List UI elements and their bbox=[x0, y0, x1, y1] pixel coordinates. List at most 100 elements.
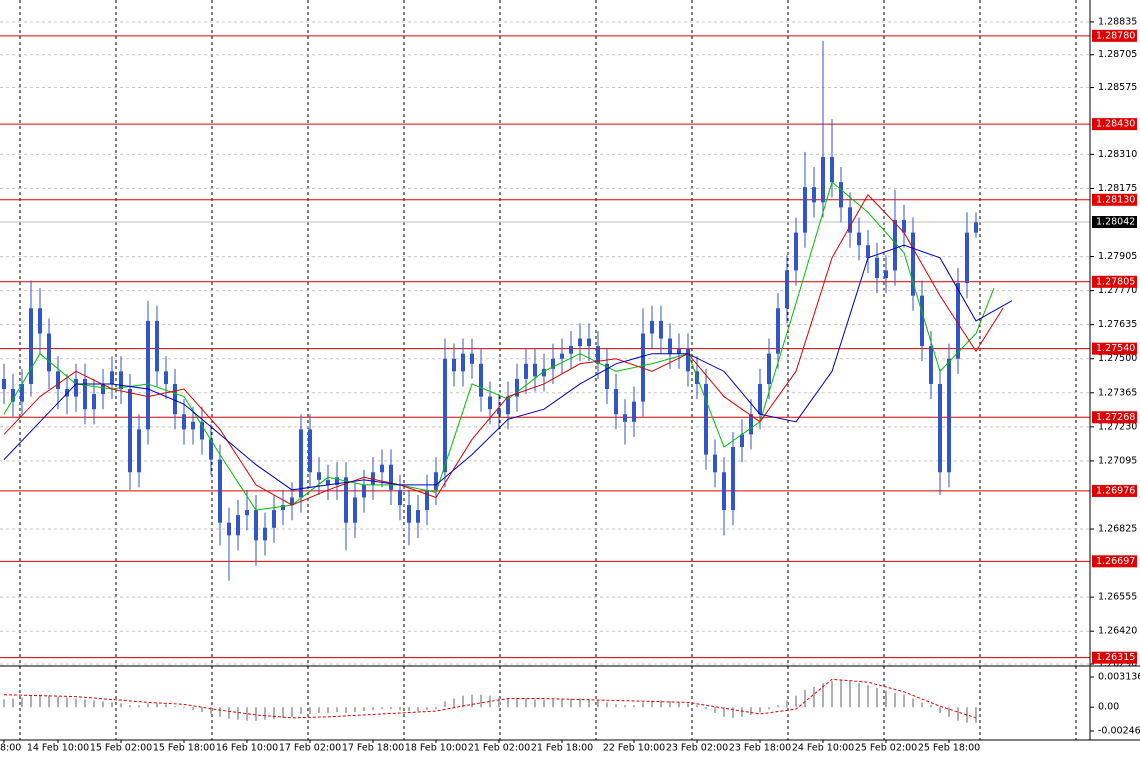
candle-body bbox=[623, 414, 627, 422]
x-tick-label: 23 Feb 18:00 bbox=[729, 743, 791, 754]
candle-body bbox=[290, 497, 294, 506]
candle-body bbox=[380, 464, 384, 473]
osc-bar bbox=[894, 692, 896, 708]
candle-body bbox=[866, 245, 870, 258]
x-tick-label: 18 Feb 10:00 bbox=[405, 743, 467, 754]
candle-body bbox=[884, 270, 888, 279]
candle-body bbox=[740, 434, 744, 448]
candle-body bbox=[38, 308, 42, 334]
y-tick-label: 1.27365 bbox=[1098, 387, 1137, 398]
osc-bar bbox=[678, 702, 680, 708]
osc-bar bbox=[507, 698, 509, 708]
candle-body bbox=[272, 510, 276, 528]
osc-tick-label: 0.00 bbox=[1098, 702, 1119, 713]
candle-body bbox=[146, 320, 150, 430]
osc-bar bbox=[633, 705, 635, 708]
y-tick-label: 1.26290 bbox=[1098, 658, 1137, 669]
osc-bar bbox=[795, 695, 797, 708]
osc-bar bbox=[687, 703, 689, 708]
candle-body bbox=[839, 182, 843, 208]
x-tick-label: 24 Feb 10:00 bbox=[792, 743, 854, 754]
candle-body bbox=[776, 308, 780, 354]
candle-body bbox=[245, 510, 249, 516]
candle-body bbox=[110, 371, 114, 384]
osc-bar bbox=[174, 706, 176, 708]
candle-body bbox=[173, 383, 177, 415]
x-tick-label: 25 Feb 02:00 bbox=[855, 743, 917, 754]
x-tick-label: 23 Feb 02:00 bbox=[666, 743, 728, 754]
y-tick-label: 1.26420 bbox=[1098, 626, 1137, 637]
osc-bar bbox=[246, 707, 248, 721]
osc-bar bbox=[903, 694, 905, 708]
x-tick-label: 17 Feb 18:00 bbox=[342, 743, 404, 754]
osc-bar bbox=[372, 707, 374, 711]
y-tick-label: 1.26825 bbox=[1098, 524, 1137, 535]
x-tick-label: 8:00 bbox=[0, 743, 21, 754]
candle-body bbox=[344, 477, 348, 523]
y-tick-label: 1.28575 bbox=[1098, 82, 1137, 93]
candle-body bbox=[461, 353, 465, 372]
candle-body bbox=[614, 389, 618, 415]
level-box bbox=[1092, 29, 1137, 42]
osc-bar bbox=[543, 699, 545, 708]
y-tick-label: 1.28310 bbox=[1098, 149, 1137, 160]
osc-bar bbox=[21, 697, 23, 708]
osc-bar bbox=[120, 703, 122, 708]
osc-bar bbox=[750, 707, 752, 715]
osc-bar bbox=[579, 698, 581, 708]
candle-body bbox=[713, 454, 717, 473]
candle-body bbox=[659, 320, 663, 339]
candle-body bbox=[965, 232, 969, 284]
osc-bar bbox=[57, 696, 59, 708]
candle-body bbox=[857, 232, 861, 246]
osc-bar bbox=[768, 707, 770, 710]
candle-body bbox=[605, 363, 609, 390]
candle-body bbox=[83, 378, 87, 410]
osc-tick-label: 0.003136 bbox=[1098, 672, 1140, 683]
candle-body bbox=[254, 510, 258, 541]
osc-bar bbox=[273, 707, 275, 719]
candle-body bbox=[974, 222, 978, 233]
osc-bar bbox=[84, 699, 86, 708]
candle-body bbox=[182, 414, 186, 430]
y-tick-label: 1.28835 bbox=[1098, 16, 1137, 27]
candle-body bbox=[47, 333, 51, 372]
osc-bar bbox=[561, 699, 563, 708]
y-tick-label: 1.26555 bbox=[1098, 592, 1137, 603]
osc-bar bbox=[660, 700, 662, 708]
osc-bar bbox=[930, 705, 932, 708]
osc-bar bbox=[75, 698, 77, 708]
osc-bar bbox=[615, 704, 617, 708]
y-tick-label: 1.28705 bbox=[1098, 49, 1137, 60]
candle-body bbox=[677, 348, 681, 354]
osc-bar bbox=[30, 695, 32, 708]
candle-body bbox=[353, 497, 357, 523]
candle-body bbox=[542, 368, 546, 377]
osc-bar bbox=[570, 698, 572, 708]
level-label: 1.26976 bbox=[1096, 485, 1135, 496]
osc-bar bbox=[12, 698, 14, 708]
level-label: 1.27805 bbox=[1096, 276, 1135, 287]
candle-body bbox=[2, 378, 6, 390]
x-tick-label: 21 Feb 18:00 bbox=[531, 743, 593, 754]
y-tick-label: 1.27095 bbox=[1098, 455, 1137, 466]
osc-bar bbox=[237, 707, 239, 720]
osc-bar bbox=[183, 707, 185, 709]
osc-bar bbox=[525, 698, 527, 708]
candle-body bbox=[227, 522, 231, 536]
y-tick-label: 1.27230 bbox=[1098, 421, 1137, 432]
candle-body bbox=[218, 459, 222, 523]
candle-body bbox=[74, 378, 78, 397]
osc-bar bbox=[3, 699, 5, 708]
osc-bar bbox=[597, 700, 599, 708]
candle-body bbox=[749, 414, 753, 435]
osc-bar bbox=[885, 690, 887, 708]
osc-bar bbox=[327, 707, 329, 714]
level-box bbox=[1092, 275, 1137, 288]
osc-bar bbox=[399, 707, 401, 711]
osc-bar bbox=[264, 707, 266, 720]
osc-bar bbox=[471, 694, 473, 708]
osc-bar bbox=[534, 699, 536, 708]
